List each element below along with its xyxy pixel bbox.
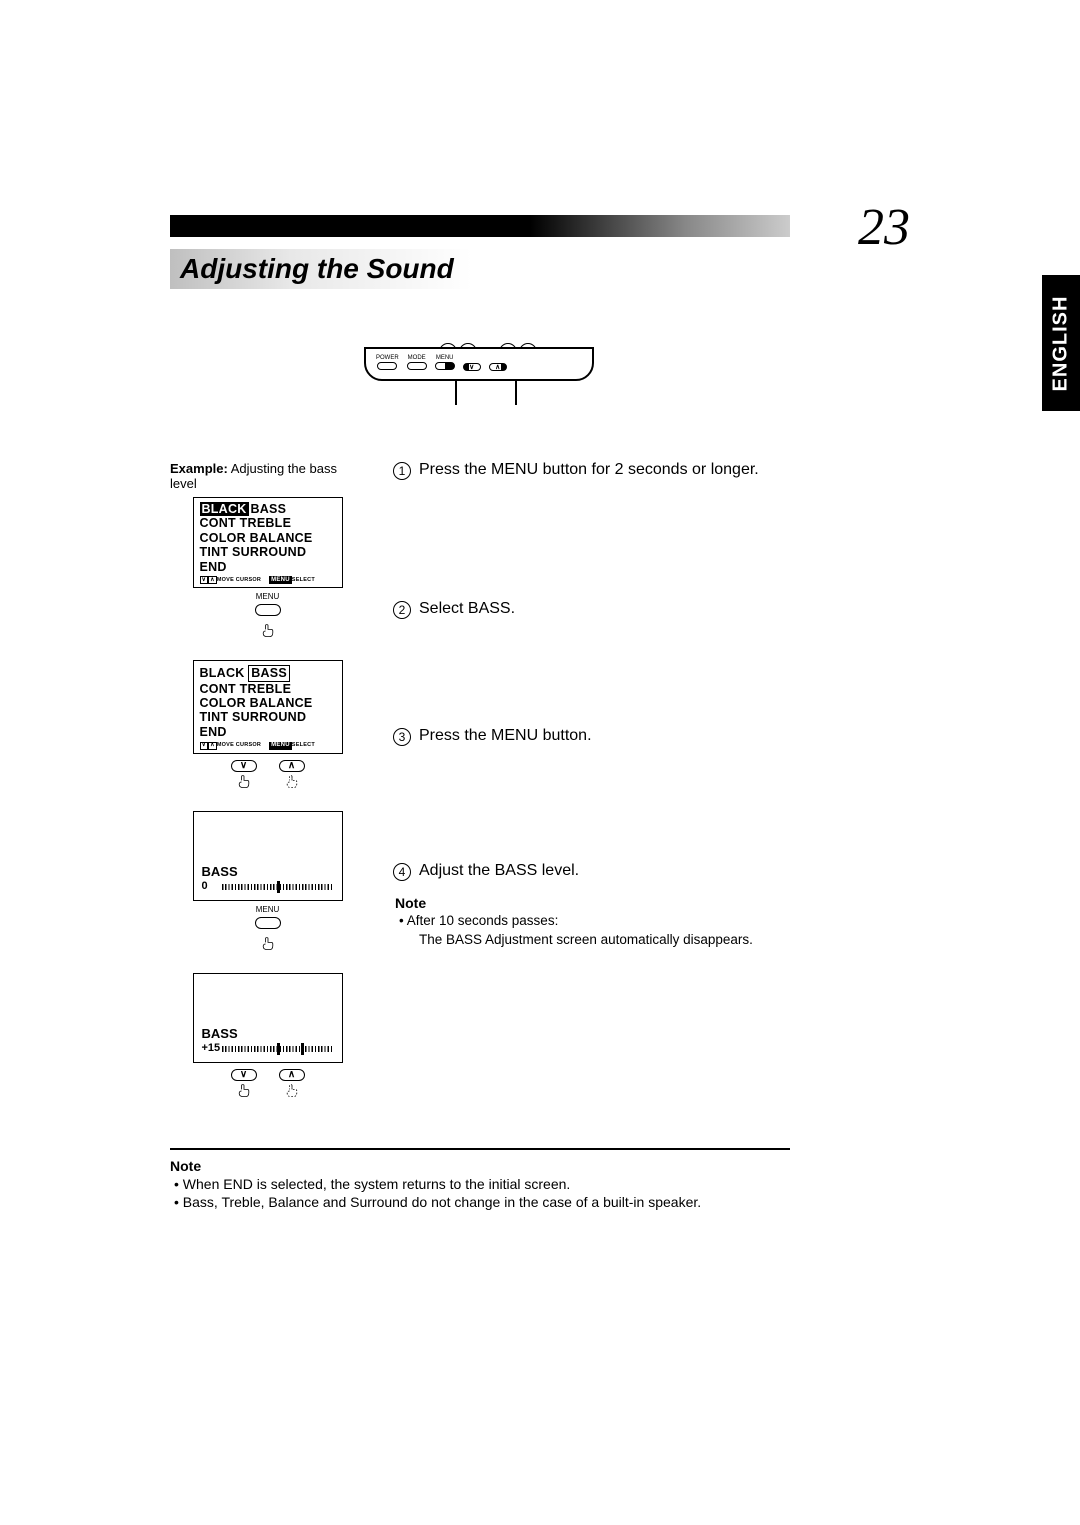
menu-press-icon-2: MENU [170,905,365,955]
step-1: 1Press the MENU button for 2 seconds or … [393,461,790,480]
osd-screen-1: BLACKBASS CONT TREBLE COLOR BALANCE TINT… [193,497,343,588]
page-title: Adjusting the Sound [170,249,472,289]
arrow-press-icons-2: ∨ ∧ [170,1069,365,1102]
header-bar [170,215,790,237]
down-arrow-icon: ∨ [231,760,257,772]
osd-screen-2: BLACK BASS CONT TREBLE COLOR BALANCE TIN… [193,660,343,753]
step-2: 2Select BASS. [393,600,790,619]
mode-button: MODE [407,355,427,370]
bass-marker-1 [277,881,280,893]
up-arrow-icon: ∧ [279,760,305,772]
menu-button: MENU [435,355,455,370]
step-4: 4Adjust the BASS level. Note • After 10 … [393,862,790,947]
example-column: Example: Adjusting the bass level BLACKB… [170,461,365,1120]
up-button: ∧ [489,363,507,371]
device-body: POWER MODE MENU ∨ ∧ [364,347,594,381]
down-button: ∨ [463,363,481,371]
device-figure: 13 24 POWER MODE MENU ∨ ∧ [350,347,610,381]
bass-marker-2 [301,1043,304,1055]
step4-note-line1: • After 10 seconds passes: [399,913,790,928]
power-button: POWER [376,355,399,370]
separator-line [170,1148,790,1150]
hand-press-icon [260,623,276,639]
footer-note: Note • When END is selected, the system … [170,1158,790,1210]
steps-column: 1Press the MENU button for 2 seconds or … [393,461,790,1120]
page-content: Adjusting the Sound 13 24 POWER MODE MEN… [170,215,790,1210]
page-number: 23 [858,198,910,257]
arrow-press-icons-1: ∨ ∧ [170,760,365,793]
step-3: 3Press the MENU button. [393,727,790,746]
bass-screen-2: BASS +15 [193,973,343,1063]
bass-screen-1: BASS 0 [193,811,343,901]
language-tab-label: ENGLISH [1050,295,1073,391]
step4-note-heading: Note [395,895,790,911]
example-caption: Example: Adjusting the bass level [170,461,365,491]
menu-press-icon-1: MENU [170,592,365,642]
language-tab: ENGLISH [1042,275,1080,411]
step4-note-line2: The BASS Adjustment screen automatically… [419,932,790,947]
